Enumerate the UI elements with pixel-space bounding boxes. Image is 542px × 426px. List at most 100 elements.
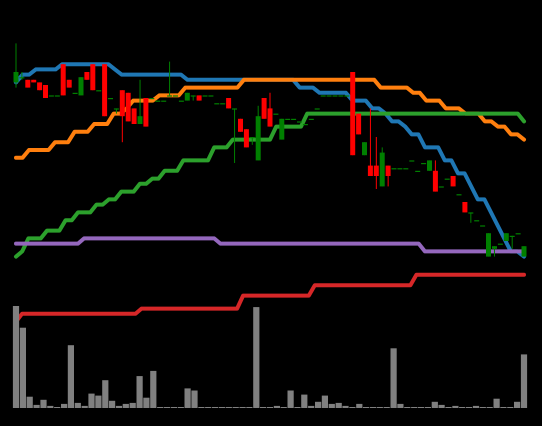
candle-body	[43, 85, 48, 98]
candle-body	[125, 92, 131, 122]
candle-body	[480, 225, 486, 227]
volume-bar	[411, 407, 418, 408]
volume-bar	[273, 405, 280, 408]
candle-body	[232, 108, 237, 110]
volume-bar	[163, 407, 171, 408]
volume-bar	[356, 403, 363, 408]
candle-body	[285, 118, 291, 120]
volume-bar	[115, 405, 123, 408]
candle-body	[427, 160, 432, 171]
volume-bar	[479, 407, 486, 408]
volume-bar	[12, 306, 20, 408]
volume-bar	[157, 407, 164, 408]
candle-body	[113, 108, 119, 110]
candle-body	[78, 77, 84, 96]
volume-bar	[383, 407, 390, 408]
volume-bar	[459, 407, 466, 408]
volume-bar	[150, 370, 157, 408]
candle-body	[155, 100, 161, 102]
candle-body	[238, 118, 243, 132]
volume-bar	[109, 400, 116, 408]
candle-body	[255, 116, 261, 161]
candle-body	[208, 95, 214, 97]
volume-bar	[239, 407, 246, 408]
candle-body	[497, 243, 503, 245]
volume-bar	[170, 407, 177, 408]
volume-bar	[493, 398, 500, 408]
candle-body	[131, 108, 137, 124]
volume-bar	[397, 403, 404, 408]
volume-bar	[452, 405, 459, 408]
candle-body	[409, 160, 415, 162]
candle-body	[450, 176, 456, 187]
candle-body	[273, 113, 279, 115]
candle-body	[302, 124, 308, 126]
candle-body	[137, 116, 143, 124]
volume-bar	[260, 407, 267, 408]
volume-bar	[342, 405, 349, 408]
volume-bar	[424, 407, 431, 408]
volume-bar	[417, 407, 425, 408]
candle-body	[214, 103, 220, 105]
volume-bar	[40, 399, 47, 408]
volume-bar	[191, 390, 198, 408]
volume-bar	[102, 380, 109, 408]
volume-bar	[54, 407, 61, 408]
candles	[13, 43, 527, 257]
candle-body	[379, 152, 385, 187]
volume-bar	[47, 405, 54, 408]
volume-bar	[486, 407, 493, 408]
candle-body	[403, 168, 409, 170]
volume-bar	[67, 345, 74, 408]
volume-bar	[19, 327, 26, 408]
candle-body	[314, 108, 320, 110]
candle-body	[432, 170, 438, 192]
candle-body	[167, 95, 173, 97]
candle-body	[444, 178, 450, 180]
volume-bar	[445, 407, 452, 408]
candle-body	[415, 170, 421, 172]
candle-body	[438, 186, 444, 188]
volume-bar	[438, 404, 445, 408]
volume-bar	[177, 407, 184, 408]
volume-bar	[520, 354, 528, 408]
volume-bar	[431, 401, 438, 408]
candle-body	[332, 95, 338, 97]
volume-bar	[253, 307, 260, 408]
volume-bar	[390, 348, 397, 408]
volume-bar	[246, 407, 253, 408]
volume-bar	[122, 403, 129, 408]
candle-body	[96, 90, 102, 92]
volume-bar	[301, 394, 308, 408]
candle-body	[391, 168, 397, 170]
volume-bar	[472, 405, 480, 408]
candle-body	[25, 79, 31, 88]
candle-body	[84, 72, 90, 80]
candle-body	[486, 233, 491, 257]
candle-body	[373, 165, 379, 176]
volume-bar	[328, 403, 335, 408]
candle-body	[421, 163, 427, 165]
candle-body	[261, 98, 267, 119]
volume-bar	[212, 407, 219, 408]
volume-bar	[184, 388, 191, 408]
candle-body	[297, 121, 302, 123]
volume-bar	[287, 390, 294, 408]
volume-bar	[363, 407, 370, 408]
candle-body	[13, 72, 19, 83]
candle-body	[220, 103, 226, 105]
candle-body	[362, 142, 367, 156]
moving-average-lines	[14, 62, 526, 324]
moving-average-line-4	[14, 236, 526, 254]
candle-body	[37, 82, 43, 91]
volume-bar	[294, 407, 301, 408]
candle-body	[48, 95, 54, 97]
candle-body	[521, 246, 527, 257]
candle-body	[397, 168, 403, 170]
candle-body	[385, 165, 391, 176]
candle-body	[72, 92, 78, 94]
volume-bar	[507, 407, 514, 408]
volume-bar	[266, 407, 274, 408]
candle-body	[60, 64, 66, 96]
